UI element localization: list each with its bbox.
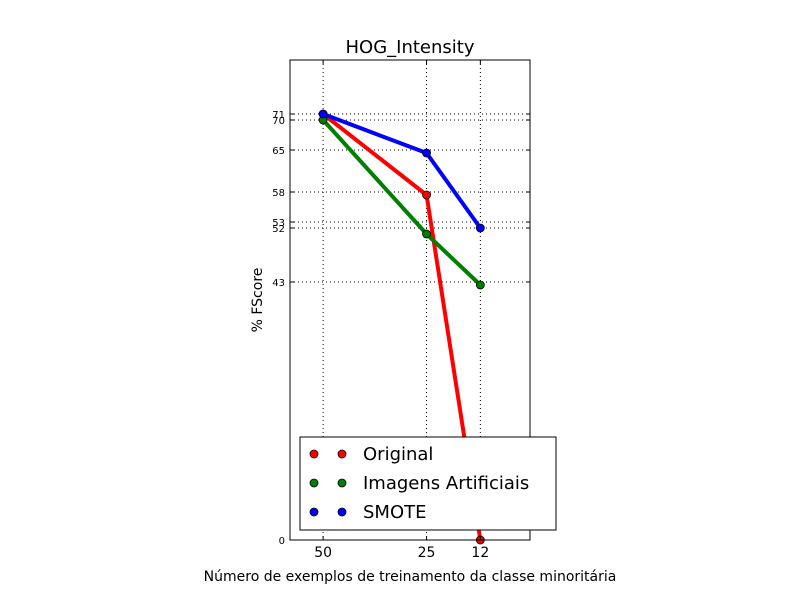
x-tick-label: 12: [471, 545, 489, 561]
y-tick-label: 65: [272, 146, 285, 157]
x-tick-label: 25: [418, 545, 436, 561]
legend: Original Imagens Artificiais SMOTE: [299, 436, 557, 531]
legend-marker: [337, 507, 347, 517]
series-points: [318, 109, 485, 545]
data-point: [422, 229, 431, 239]
data-point: [422, 148, 431, 158]
legend-marker: [309, 478, 319, 488]
legend-marker: [337, 449, 347, 459]
y-tick-label: 52: [272, 224, 285, 235]
x-axis-label: Número de exemplos de treinamento da cla…: [204, 569, 617, 585]
legend-marker: [309, 449, 319, 459]
legend-label: SMOTE: [363, 502, 427, 523]
data-point: [422, 190, 431, 200]
y-tick-label: 71: [272, 110, 285, 121]
data-point: [475, 223, 485, 233]
y-tick-label: 70: [272, 116, 285, 127]
y-tick-label: 43: [272, 278, 285, 289]
x-tick-label: 50: [314, 545, 332, 561]
chart-title: HOG_Intensity: [346, 37, 475, 58]
data-point: [318, 109, 328, 119]
legend-label: Imagens Artificiais: [363, 473, 529, 494]
legend-marker: [309, 507, 319, 517]
plot-frame: [289, 59, 531, 541]
y-tick-label: 58: [272, 188, 285, 199]
y-tick-label: 53: [272, 218, 285, 229]
y-tick-label: 0: [279, 536, 285, 547]
legend-marker: [337, 478, 347, 488]
y-axis-label: % FScore: [250, 268, 266, 333]
data-point: [475, 280, 485, 290]
legend-label: Original: [363, 444, 433, 465]
